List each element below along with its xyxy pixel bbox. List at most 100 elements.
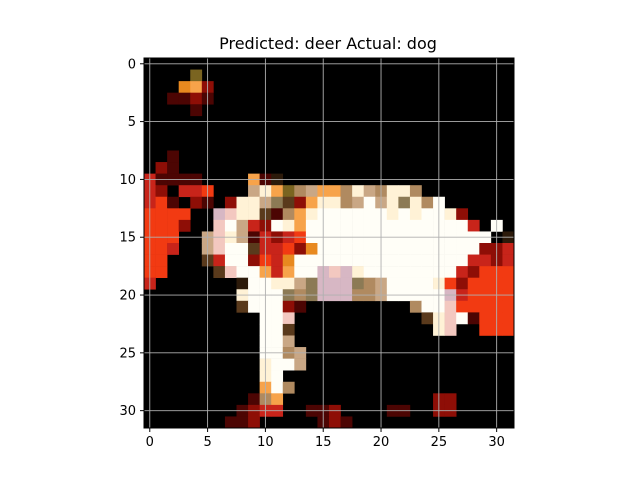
heatmap-cell <box>190 104 203 117</box>
y-axis-ticks: 0 5 10 15 20 25 30 <box>119 57 144 419</box>
heatmap-cell <box>248 266 260 278</box>
heatmap-cell <box>409 266 422 278</box>
heatmap-cell <box>282 312 295 325</box>
heatmap-cell <box>456 219 469 232</box>
y-tick-label: 10 <box>119 173 136 188</box>
heatmap-cell <box>363 266 376 278</box>
heatmap-cell <box>456 277 469 290</box>
heatmap-cell <box>421 208 434 221</box>
heatmap-cell <box>398 254 411 267</box>
heatmap-cell <box>352 185 364 198</box>
heatmap-cell <box>409 185 422 198</box>
heatmap-cell <box>502 266 515 278</box>
heatmap-cell <box>386 208 399 221</box>
grid-lines <box>144 58 514 428</box>
heatmap-cell <box>421 243 434 255</box>
heatmap-cell <box>155 196 168 209</box>
heatmap-cell <box>352 208 364 221</box>
heatmap-cell <box>421 266 434 278</box>
heatmap-cell <box>444 243 457 255</box>
heatmap-cell <box>352 277 364 290</box>
heatmap-cell <box>340 196 353 209</box>
heatmap-cell <box>248 243 260 255</box>
heatmap-cell <box>409 254 422 267</box>
heatmap-cell <box>444 300 457 313</box>
heatmap-cell <box>340 243 353 255</box>
heatmap-cell <box>467 266 480 278</box>
image-pixels <box>144 58 515 429</box>
heatmap-cell <box>294 219 307 232</box>
heatmap-cell <box>155 162 168 174</box>
heatmap-cell <box>305 208 318 221</box>
heatmap-cell <box>282 219 295 232</box>
heatmap-cell <box>340 208 353 221</box>
heatmap-cell <box>213 254 226 267</box>
heatmap-cell <box>386 254 399 267</box>
heatmap-cell <box>271 300 284 313</box>
heatmap-cell <box>305 243 318 255</box>
heatmap-cell <box>271 266 284 278</box>
heatmap-cell <box>305 185 318 198</box>
heatmap-cell <box>479 277 492 290</box>
y-tick-label: 0 <box>128 57 136 72</box>
heatmap-cell <box>398 266 411 278</box>
x-tick-label: 10 <box>257 435 274 450</box>
heatmap-cell <box>329 266 341 278</box>
heatmap-cell <box>329 277 341 290</box>
heatmap-cell <box>398 243 411 255</box>
heatmap-cell <box>352 266 364 278</box>
heatmap-cell <box>363 219 376 232</box>
heatmap-cell <box>294 358 307 371</box>
heatmap-cell <box>329 185 341 198</box>
heatmap-cell <box>444 393 457 406</box>
heatmap-cell <box>329 219 341 232</box>
heatmap-cell <box>329 416 341 429</box>
heatmap-cell <box>421 254 434 267</box>
heatmap-cell <box>502 243 515 255</box>
heatmap-cell <box>352 254 364 267</box>
heatmap-cell <box>409 300 422 313</box>
heatmap-cell <box>502 312 515 325</box>
heatmap-cell <box>444 208 457 221</box>
heatmap-cell <box>421 300 434 313</box>
heatmap-cell <box>329 196 341 209</box>
heatmap-cell <box>444 254 457 267</box>
heatmap-cell <box>224 196 237 209</box>
x-tick-label: 30 <box>488 435 505 450</box>
heatmap-cell <box>363 208 376 221</box>
heatmap-cell <box>329 243 341 255</box>
heatmap-cell <box>305 277 318 290</box>
heatmap-cell <box>386 243 399 255</box>
heatmap-cell <box>340 277 353 290</box>
heatmap-cell <box>479 312 492 325</box>
heatmap-cell <box>305 196 318 209</box>
heatmap-cell <box>340 416 353 429</box>
heatmap-cell <box>352 219 364 232</box>
heatmap-cell <box>271 335 284 348</box>
heatmap-cell <box>444 312 457 325</box>
heatmap-cell <box>213 208 226 221</box>
y-tick-label: 15 <box>119 231 136 246</box>
heatmap-cell <box>178 208 191 221</box>
heatmap-cell <box>467 277 480 290</box>
heatmap-cell <box>213 243 226 255</box>
heatmap-cell <box>271 370 284 383</box>
heatmap-cell <box>224 243 237 255</box>
heatmap-cell <box>479 266 492 278</box>
heatmap-cell <box>178 81 191 93</box>
heatmap-cell <box>248 254 260 267</box>
heatmap-cell <box>224 254 237 267</box>
x-tick-label: 0 <box>146 435 154 450</box>
heatmap-cell <box>282 208 295 221</box>
heatmap-cell <box>167 219 179 232</box>
heatmap-cell <box>340 185 353 198</box>
heatmap-cell <box>155 185 168 198</box>
heatmap-cell <box>271 323 284 336</box>
heatmap-cell <box>467 300 480 313</box>
heatmap-cell <box>236 266 249 278</box>
heatmap-cell <box>224 266 237 278</box>
heatmap-cell <box>282 254 295 267</box>
heatmap-cell <box>155 266 168 278</box>
heatmap-cell <box>363 196 376 209</box>
